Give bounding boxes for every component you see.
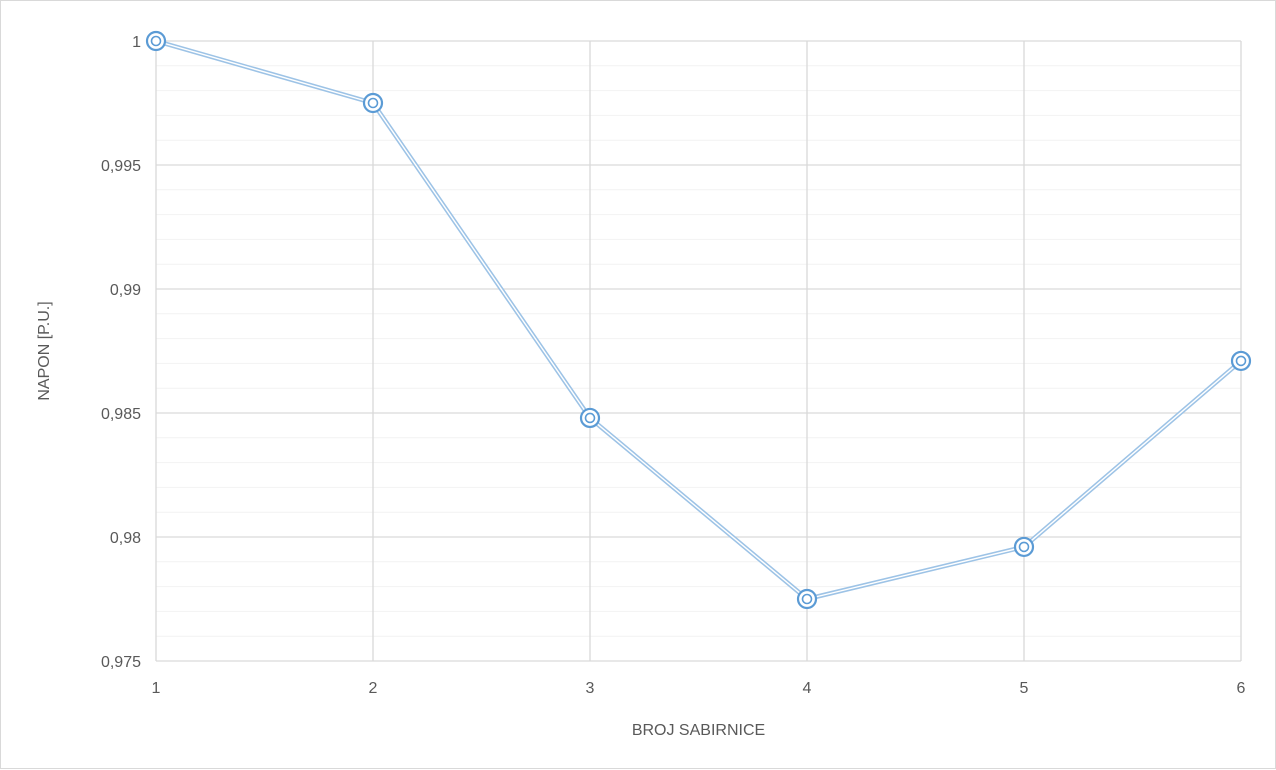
- data-point-marker: [1013, 536, 1035, 558]
- x-tick-label: 5: [1020, 680, 1029, 697]
- x-tick-label: 4: [803, 680, 812, 697]
- y-tick-label: 0,995: [101, 158, 141, 175]
- y-axis-title: NAPON [P.U.]: [36, 301, 53, 400]
- x-tick-label: 3: [586, 680, 595, 697]
- x-tick-label: 1: [152, 680, 161, 697]
- marker-inner-ring: [1018, 541, 1030, 553]
- data-point-marker: [796, 588, 818, 610]
- data-point-marker: [362, 92, 384, 114]
- x-tick-label: 2: [369, 680, 378, 697]
- x-axis-tick-labels: 1 2 3 4 5 6: [152, 680, 1246, 697]
- marker-inner-ring: [150, 35, 162, 47]
- y-axis-tick-labels: 0,975 0,98 0,985 0,99 0,995 1: [101, 34, 141, 671]
- major-gridlines: [155, 40, 1242, 662]
- series-markers: [145, 30, 1252, 610]
- y-tick-label: 0,98: [110, 530, 141, 547]
- y-tick-label: 0,99: [110, 282, 141, 299]
- x-tick-label: 6: [1237, 680, 1246, 697]
- marker-inner-ring: [367, 97, 379, 109]
- series-line-inner: [155, 40, 1242, 600]
- data-point-marker: [1230, 350, 1252, 372]
- marker-inner-ring: [1235, 355, 1247, 367]
- y-tick-label: 0,985: [101, 406, 141, 423]
- y-tick-label: 0,975: [101, 654, 141, 671]
- series-lines: [155, 38, 1243, 602]
- series-line: [155, 38, 1243, 602]
- minor-gridlines: [156, 65, 1241, 637]
- marker-inner-ring: [801, 593, 813, 605]
- data-point-marker: [145, 30, 167, 52]
- marker-inner-ring: [584, 412, 596, 424]
- y-tick-label: 1: [132, 34, 141, 51]
- data-point-marker: [579, 407, 601, 429]
- x-axis-title: BROJ SABIRNICE: [632, 722, 765, 739]
